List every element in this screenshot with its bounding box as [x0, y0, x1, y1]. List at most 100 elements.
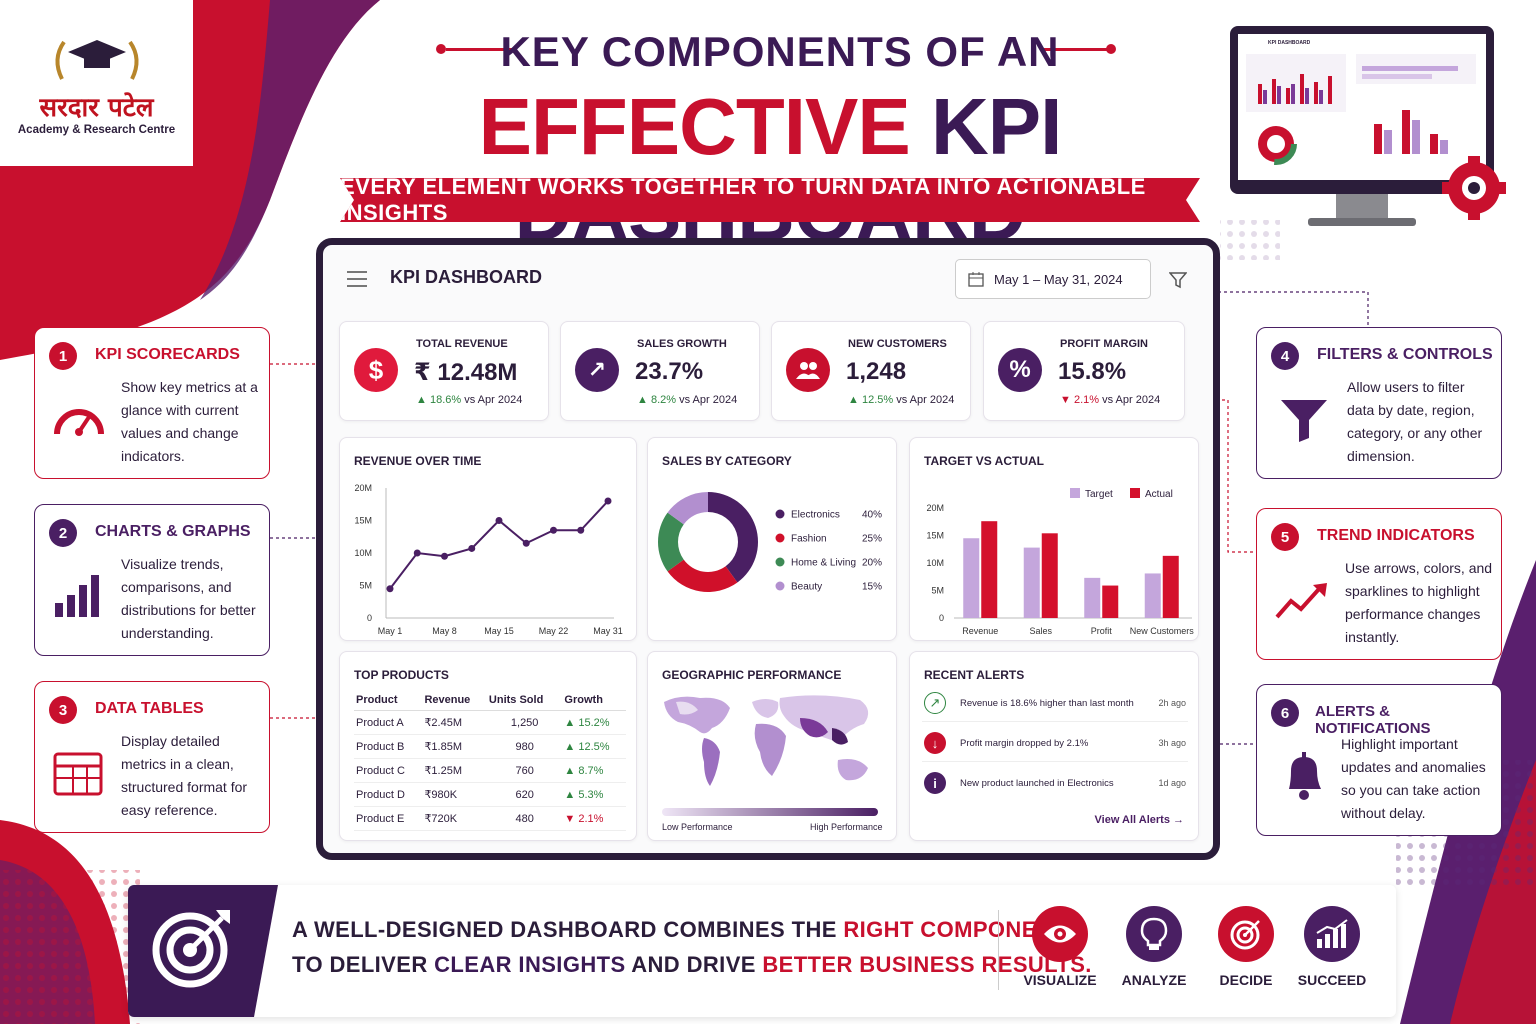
table-row[interactable]: Product A ₹2.45M 1,250 ▲ 15.2% [354, 710, 626, 735]
x-tick-label: May 1 [378, 626, 403, 636]
divider [998, 910, 999, 990]
section-description: Highlight important updates and anomalie… [1341, 736, 1486, 821]
bottom-banner [128, 885, 1396, 1017]
bar [981, 521, 998, 618]
table-cell: ▲ 5.3% [562, 782, 626, 807]
kpi-change: ▲ 18.6% vs Apr 2024 [416, 394, 523, 406]
y-tick-label: 5M [359, 581, 372, 591]
hamburger-menu-icon[interactable] [347, 271, 367, 287]
section-title: DATA TABLES [95, 700, 204, 717]
x-tick-label: May 31 [593, 626, 623, 636]
bar [1084, 577, 1101, 618]
top-products-table: Product Revenue Units Sold Growth Produc… [354, 690, 626, 831]
bar [1041, 533, 1058, 618]
eye-icon [1032, 906, 1088, 962]
kpi-value: 1,248 [846, 358, 907, 385]
table-row[interactable]: Product D ₹980K 620 ▲ 5.3% [354, 782, 626, 807]
section-alerts-notifications: 6 ALERTS & NOTIFICATIONS Highlight impor… [1256, 684, 1502, 836]
alert-text: Profit margin dropped by 2.1% [960, 738, 1089, 749]
section-title: CHARTS & GRAPHS [95, 523, 251, 540]
bell-icon [1289, 752, 1321, 800]
table-title: TOP PRODUCTS [354, 668, 449, 682]
kpi-card-new-customers[interactable]: NEW CUSTOMERS 1,248 ▲ 12.5% vs Apr 2024 [771, 321, 971, 421]
map-title: GEOGRAPHIC PERFORMANCE [662, 668, 842, 682]
alert-item[interactable]: ↗ Revenue is 18.6% higher than last mont… [922, 692, 1188, 722]
subtitle-ribbon: EVERY ELEMENT WORKS TOGETHER TO TURN DAT… [340, 178, 1200, 222]
growth-chart-icon [1304, 906, 1360, 962]
alert-item[interactable]: ↓ Profit margin dropped by 2.1% 3h ago [922, 732, 1188, 762]
col-header[interactable]: Revenue [422, 690, 487, 711]
bar [1144, 573, 1161, 618]
table-row[interactable]: Product C ₹1.25M 760 ▲ 8.7% [354, 758, 626, 783]
calendar-icon [968, 272, 984, 287]
kpi-value: 23.7% [635, 358, 704, 385]
recent-alerts-card: RECENT ALERTS ↗ Revenue is 18.6% higher … [909, 651, 1199, 841]
revenue-series-line [389, 500, 609, 590]
data-point [441, 552, 448, 560]
table-cell: ₹1.85M [422, 734, 487, 759]
monitor-illustration: KPI DASHBOARD [1230, 26, 1506, 226]
target-arrow-icon [1218, 906, 1274, 962]
legend-value: 15% [862, 582, 882, 593]
step-label-succeed: SUCCEED [1297, 972, 1367, 988]
kpi-change: ▲ 12.5% vs Apr 2024 [848, 394, 955, 406]
down-arrow-icon: ↓ [924, 732, 946, 754]
legend-swatch [775, 581, 785, 591]
bar [1162, 555, 1179, 618]
data-point [468, 544, 476, 552]
section-charts-graphs: 2 CHARTS & GRAPHS Visualize trends, comp… [34, 504, 270, 656]
percent-icon: % [998, 348, 1042, 392]
table-row[interactable]: Product E ₹720K 480 ▼ 2.1% [354, 806, 626, 831]
title-deco-dot-right [1106, 44, 1116, 54]
y-tick-label: 10M [354, 548, 372, 558]
section-number: 1 [49, 342, 77, 370]
section-filters-controls: 4 FILTERS & CONTROLS Allow users to filt… [1256, 327, 1502, 479]
legend-label: Beauty [791, 582, 822, 593]
table-cell: ₹2.45M [422, 710, 487, 735]
filter-icon[interactable] [1169, 271, 1187, 289]
view-all-alerts-link[interactable]: View All Alerts → [1094, 814, 1184, 826]
section-trend-indicators: 5 TREND INDICATORS Use arrows, colors, a… [1256, 508, 1502, 660]
x-tick-label: May 15 [484, 626, 514, 636]
title-line1: KEY COMPONENTS OF AN [500, 28, 1060, 75]
col-header[interactable]: Units Sold [486, 690, 563, 711]
data-point [550, 526, 557, 534]
col-header[interactable]: Product [354, 690, 423, 711]
data-point [495, 517, 503, 524]
monitor-title: KPI DASHBOARD [1268, 40, 1311, 46]
y-tick-label: 0 [939, 613, 944, 623]
kpi-change: ▲ 8.2% vs Apr 2024 [637, 394, 738, 406]
kpi-card-profit-margin[interactable]: % PROFIT MARGIN 15.8% ▼ 2.1% vs Apr 2024 [983, 321, 1185, 421]
donut-slice [667, 559, 738, 592]
col-header[interactable]: Growth [562, 690, 626, 711]
table-icon [53, 752, 103, 796]
x-tick-label: May 8 [432, 626, 457, 636]
data-point [386, 585, 394, 593]
title-deco-line-right [1042, 48, 1108, 51]
kpi-card-total-revenue[interactable]: $ TOTAL REVENUE ₹ 12.48M ▲ 18.6% vs Apr … [339, 321, 549, 421]
section-description: Use arrows, colors, and sparklines to hi… [1345, 560, 1493, 645]
title-deco-line-left [446, 48, 512, 51]
kpi-label: NEW CUSTOMERS [848, 338, 947, 350]
kpi-dashboard-frame: KPI DASHBOARD May 1 – May 31, 2024 $ TOT… [316, 238, 1220, 860]
trend-up-icon: ↗ [575, 348, 619, 392]
alert-item[interactable]: i New product launched in Electronics 1d… [922, 772, 1188, 802]
table-cell: 480 [486, 806, 563, 831]
logo-hindi-name: सरदार पटेल [39, 93, 154, 123]
table-row[interactable]: Product B ₹1.85M 980 ▲ 12.5% [354, 734, 626, 759]
funnel-icon [1281, 400, 1327, 442]
x-tick-label: May 22 [539, 626, 569, 636]
kpi-card-sales-growth[interactable]: ↗ SALES GROWTH 23.7% ▲ 8.2% vs Apr 2024 [560, 321, 760, 421]
step-label-decide: DECIDE [1219, 972, 1273, 988]
y-tick-label: 20M [354, 483, 372, 493]
kpi-change: ▼ 2.1% vs Apr 2024 [1060, 394, 1161, 406]
target-vs-actual-card: TARGET VS ACTUAL 20M 15M 10M 5M 0 Target Actua… [909, 437, 1199, 641]
target-icon [152, 910, 230, 988]
target-actual-bar-chart: 20M 15M 10M 5M 0 Target Actual Revenue Sales Prof… [926, 488, 1194, 636]
alerts-title: RECENT ALERTS [924, 668, 1025, 682]
legend-high-label: High Performance [810, 822, 883, 832]
date-range-picker[interactable]: May 1 – May 31, 2024 [955, 259, 1151, 299]
performance-legend-bar [662, 808, 878, 816]
donut-slice [667, 492, 708, 525]
logo: सरदार पटेल Academy & Research Centre [0, 0, 193, 166]
